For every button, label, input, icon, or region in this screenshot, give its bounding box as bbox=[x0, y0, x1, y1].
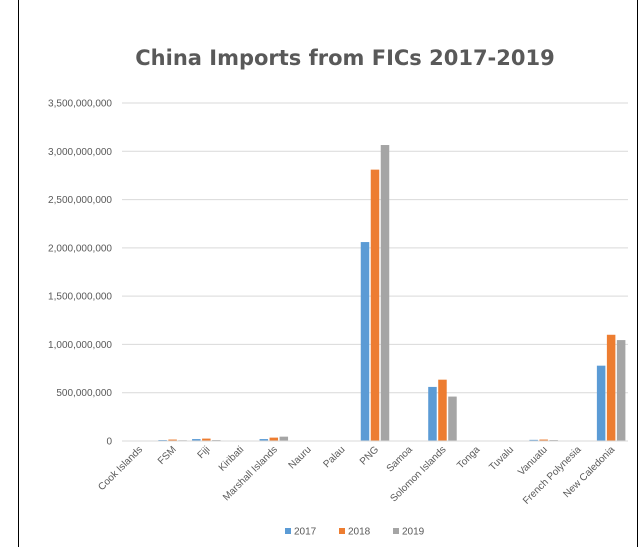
bar-2019-new-caledonia bbox=[616, 340, 626, 441]
bar-2018-marshall-islands bbox=[269, 437, 279, 441]
x-tick-label: Tuvalu bbox=[487, 444, 516, 473]
bar-2018-png bbox=[370, 169, 380, 442]
y-axis-tick-labels: 0 500,000,000 1,000,000,000 1,500,000,000 2,… bbox=[48, 99, 112, 448]
x-tick-label: Palau bbox=[322, 444, 348, 470]
legend-label-2018: 2018 bbox=[348, 527, 371, 538]
bar-2017-fiji bbox=[192, 439, 201, 441]
y-tick-label: 500,000,000 bbox=[56, 388, 112, 399]
bar-2018-fsm bbox=[168, 439, 177, 441]
x-tick-label: French Polynesia bbox=[521, 444, 584, 507]
bar-2017-new-caledonia bbox=[596, 365, 606, 441]
y-tick-label: 2,000,000,000 bbox=[48, 243, 112, 254]
y-tick-label: 3,000,000,000 bbox=[48, 147, 112, 158]
y-tick-label: 1,500,000,000 bbox=[48, 292, 112, 303]
bar-2017-marshall-islands bbox=[259, 439, 269, 441]
legend-label-2017: 2017 bbox=[294, 527, 317, 538]
x-tick-label: Samoa bbox=[385, 444, 415, 474]
bar-2018-vanuatu bbox=[539, 439, 548, 441]
bars bbox=[158, 145, 626, 442]
bar-2017-png bbox=[360, 242, 370, 441]
legend: 2017 2018 2019 bbox=[285, 527, 425, 538]
legend-swatch-2018 bbox=[339, 528, 345, 534]
legend-swatch-2019 bbox=[393, 528, 399, 534]
y-tick-label: 2,500,000,000 bbox=[48, 195, 112, 206]
x-tick-label: Kiribati bbox=[217, 444, 246, 473]
bar-2018-new-caledonia bbox=[606, 334, 616, 441]
legend-label-2019: 2019 bbox=[402, 527, 425, 538]
bar-2018-solomon-islands bbox=[438, 379, 447, 441]
x-tick-label: Vanuatu bbox=[516, 444, 550, 478]
x-tick-label: PNG bbox=[358, 444, 381, 467]
bar-2017-vanuatu bbox=[529, 439, 538, 441]
x-tick-label: Tonga bbox=[455, 444, 482, 471]
bar-2018-fiji bbox=[202, 438, 211, 441]
chart-title: China Imports from FICs 2017-2019 bbox=[135, 46, 554, 70]
bar-2019-png bbox=[380, 145, 390, 441]
bar-2017-solomon-islands bbox=[428, 386, 437, 441]
x-tick-label: Cook Islands bbox=[96, 444, 145, 493]
bar-2019-marshall-islands bbox=[279, 436, 289, 441]
x-tick-label: FSM bbox=[156, 444, 179, 467]
legend-swatch-2017 bbox=[285, 528, 291, 534]
bar-2019-solomon-islands bbox=[448, 396, 457, 441]
y-tick-label: 0 bbox=[106, 437, 112, 448]
y-tick-label: 1,000,000,000 bbox=[48, 340, 112, 351]
x-tick-label: Nauru bbox=[287, 444, 314, 471]
chart-frame bbox=[18, 0, 638, 547]
y-tick-label: 3,500,000,000 bbox=[48, 99, 112, 110]
x-tick-label: Fiji bbox=[196, 444, 213, 461]
